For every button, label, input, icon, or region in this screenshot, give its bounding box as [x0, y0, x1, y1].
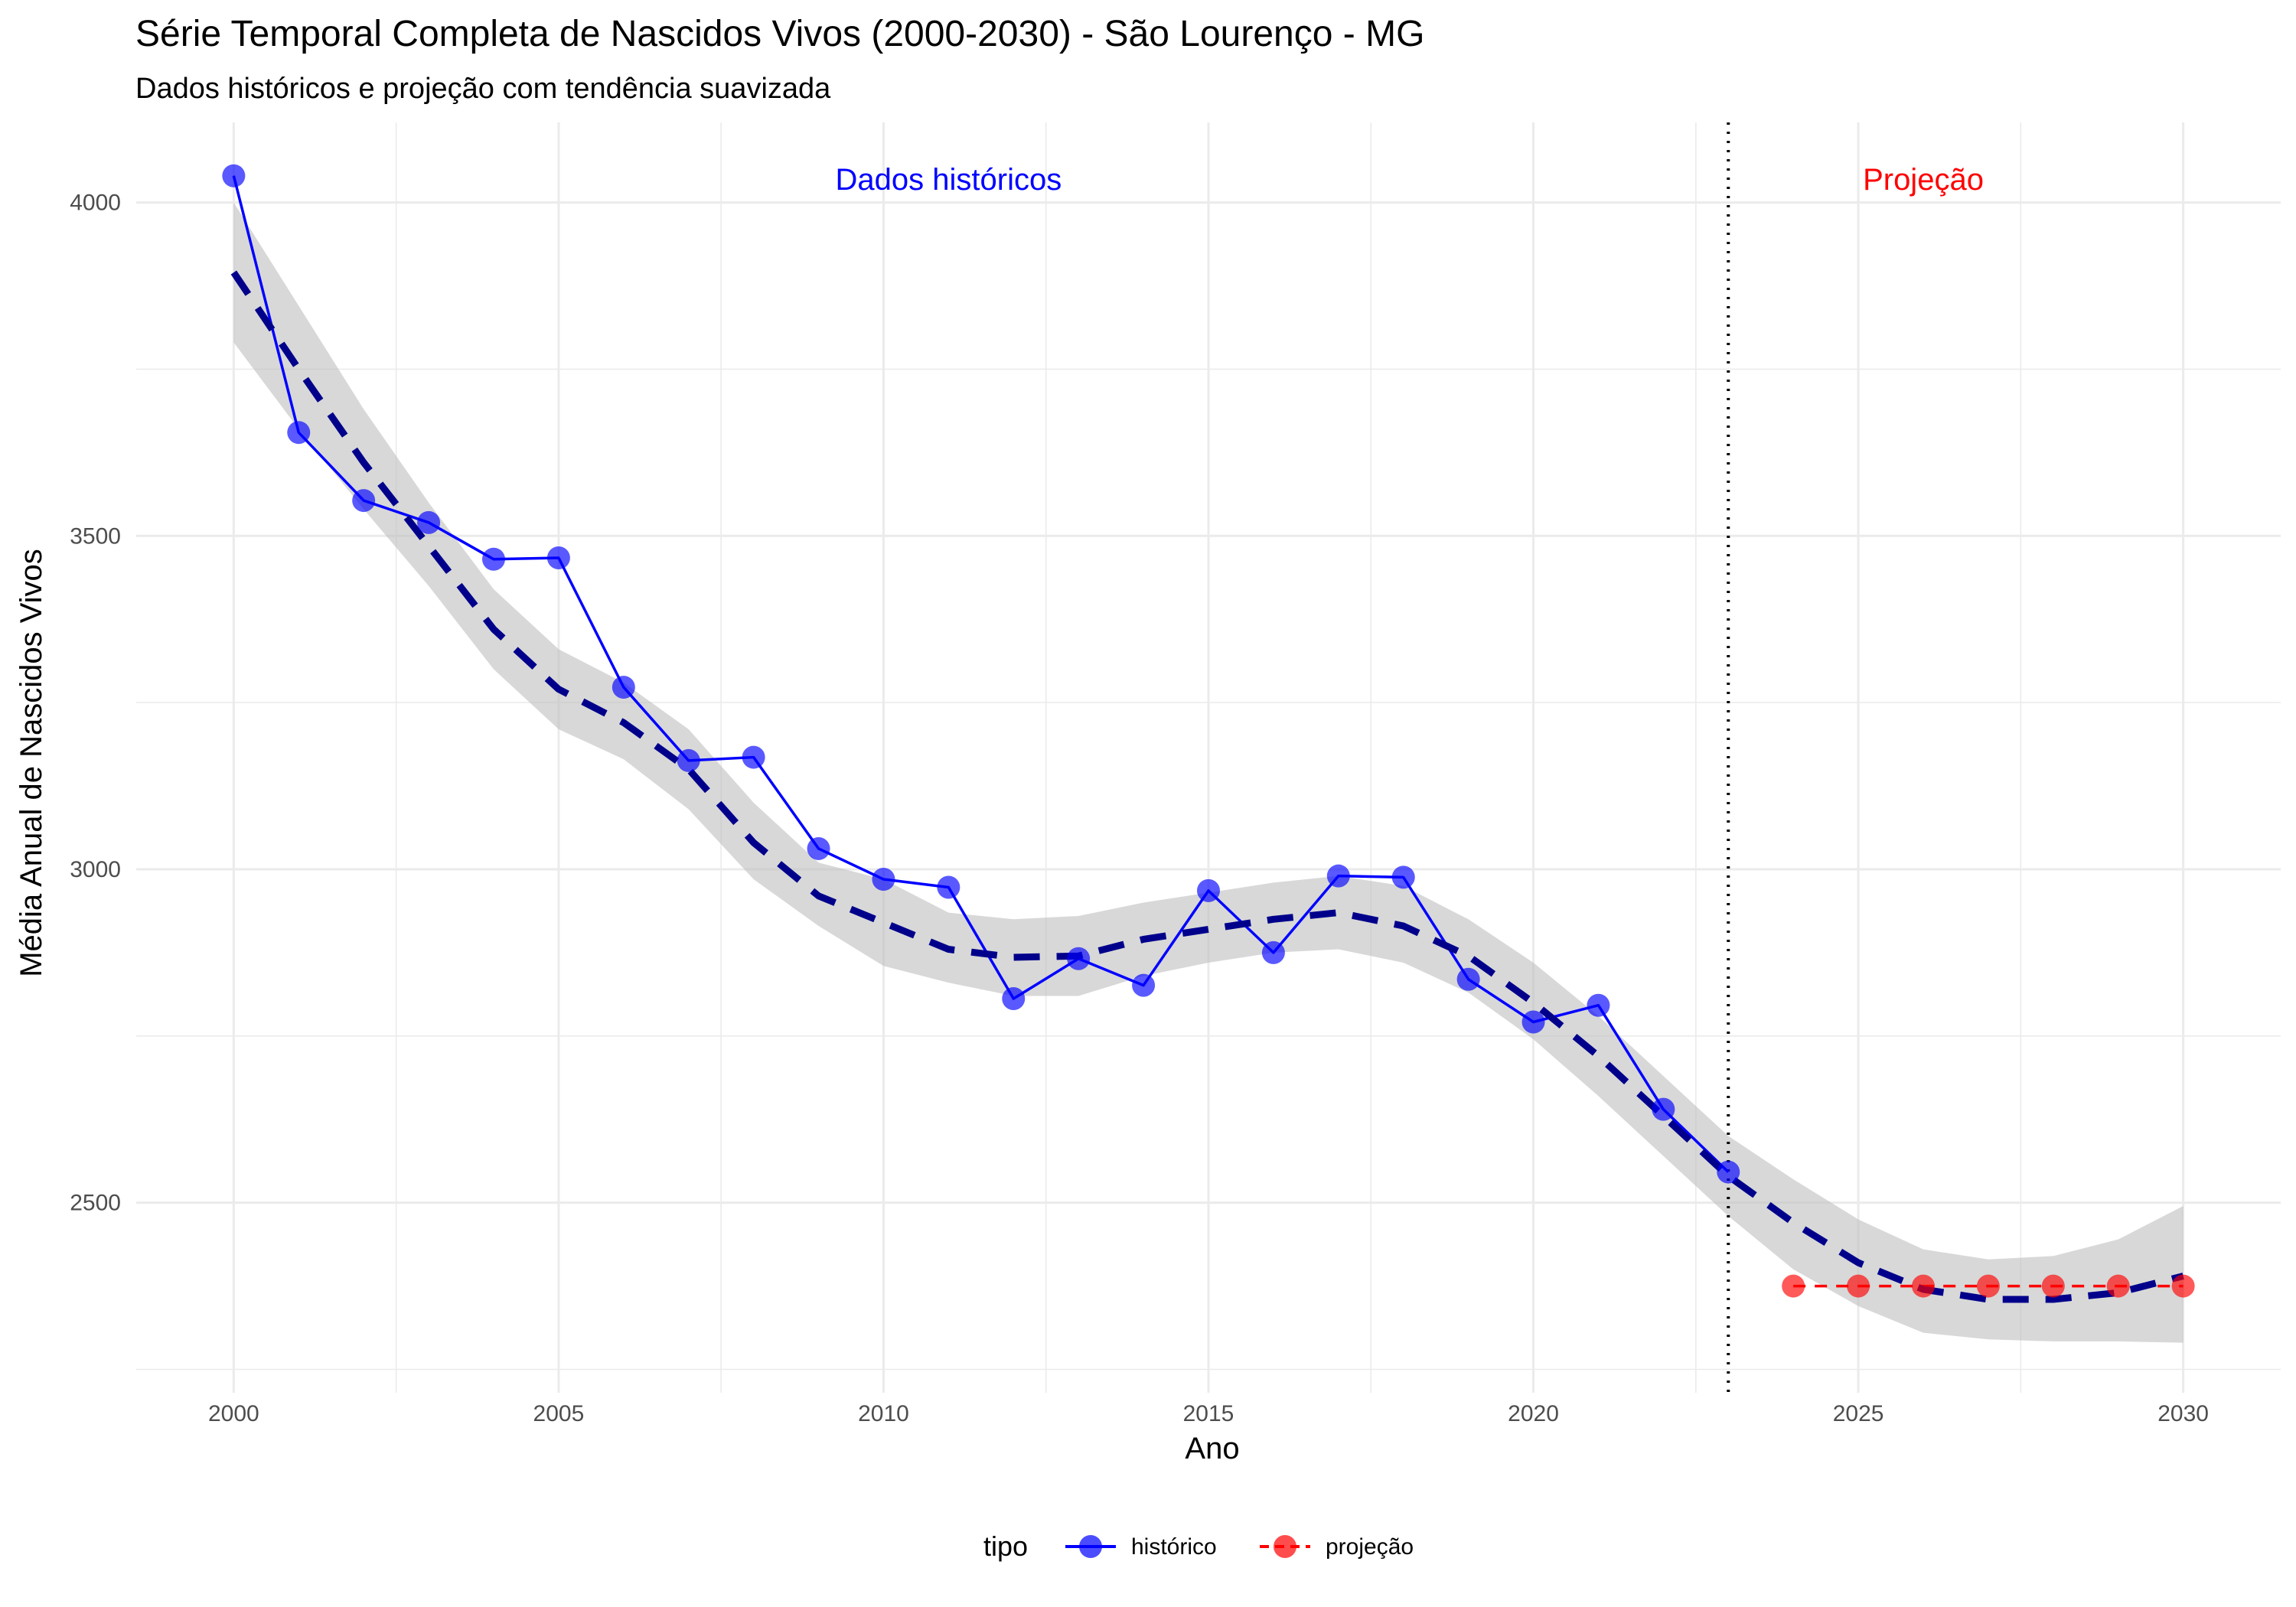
data-point-historico	[352, 489, 376, 513]
trend-group	[230, 270, 2184, 1303]
data-point-historico	[742, 745, 765, 769]
data-point-historico	[1067, 947, 1091, 970]
y-tick-label: 3500	[70, 523, 121, 549]
annotation-label-1: Projeção	[1863, 163, 1984, 197]
x-tick-label: 2015	[1183, 1401, 1234, 1426]
y-axis-title: Média Anual de Nascidos Vivos	[15, 549, 48, 977]
legend-key-projecao-marker	[1274, 1535, 1296, 1558]
legend-label-projecao: projeção	[1326, 1534, 1414, 1560]
series-line-0	[232, 175, 1730, 1173]
annotations: Dados históricos Projeção	[836, 163, 1984, 197]
x-axis-title: Ano	[1185, 1432, 1239, 1465]
data-point-historico	[1261, 940, 1285, 964]
data-point-historico	[1717, 1160, 1740, 1184]
data-point-projecao	[1782, 1274, 1805, 1298]
legend-label-historico: histórico	[1131, 1534, 1217, 1560]
annotation-label-0: Dados históricos	[836, 163, 1062, 197]
x-tick-label: 2000	[208, 1401, 259, 1426]
data-point-historico	[1326, 864, 1350, 888]
y-tick-label: 2500	[70, 1191, 121, 1216]
data-point-projecao	[1847, 1274, 1870, 1298]
data-point-historico	[1521, 1010, 1545, 1034]
data-point-projecao	[2106, 1274, 2130, 1298]
data-point-historico	[872, 868, 895, 892]
chart-title: Série Temporal Completa de Nascidos Vivo…	[135, 14, 1424, 54]
y-tick-label: 4000	[70, 191, 121, 216]
data-point-projecao	[2041, 1274, 2065, 1298]
grid	[136, 122, 2281, 1393]
data-point-historico	[677, 748, 700, 772]
x-tick-label: 2005	[533, 1401, 585, 1426]
y-axis-ticks: 2500 3000 3500 4000	[70, 191, 121, 1216]
x-axis-ticks: 2000 2005 2010 2015 2020 2025 2030	[208, 1401, 2209, 1426]
data-point-historico	[1652, 1097, 1675, 1121]
x-tick-label: 2025	[1833, 1401, 1884, 1426]
data-point-historico	[612, 676, 635, 699]
legend: tipo histórico projeção	[983, 1530, 1414, 1562]
data-point-historico	[1002, 987, 1026, 1011]
data-point-projecao	[2171, 1274, 2195, 1298]
data-point-historico	[546, 546, 570, 570]
data-point-historico	[937, 875, 960, 899]
y-tick-label: 3000	[70, 857, 121, 882]
data-point-projecao	[1912, 1274, 1935, 1298]
data-point-historico	[287, 421, 311, 445]
legend-title: tipo	[983, 1530, 1028, 1562]
x-tick-label: 2030	[2157, 1401, 2209, 1426]
data-point-historico	[482, 547, 505, 571]
x-tick-label: 2020	[1508, 1401, 1559, 1426]
x-tick-label: 2010	[858, 1401, 909, 1426]
data-point-projecao	[1976, 1274, 2000, 1298]
data-point-historico	[1391, 865, 1415, 889]
data-point-historico	[222, 164, 246, 187]
data-point-historico	[807, 836, 830, 860]
legend-key-historico-marker	[1079, 1535, 1102, 1558]
chart-subtitle: Dados históricos e projeção com tendênci…	[135, 73, 831, 105]
data-point-historico	[1197, 878, 1220, 902]
points-group	[222, 164, 2195, 1298]
trend-line	[230, 270, 2184, 1303]
data-point-historico	[417, 510, 441, 534]
data-point-historico	[1132, 973, 1156, 997]
data-point-historico	[1456, 967, 1480, 991]
data-point-historico	[1587, 993, 1610, 1017]
